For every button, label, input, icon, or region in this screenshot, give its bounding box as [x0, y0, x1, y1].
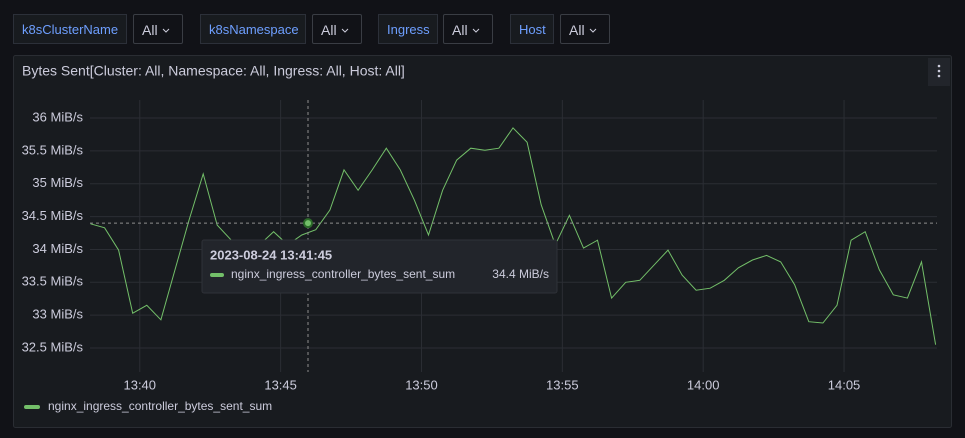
- x-tick-label: 14:00: [687, 377, 720, 392]
- variable-dropdown[interactable]: All: [312, 14, 362, 44]
- menu-dot: [937, 74, 941, 78]
- variable-value: All: [569, 22, 585, 38]
- y-tick-label: 32.5 MiB/s: [22, 339, 84, 354]
- x-tick-label: 13:55: [546, 377, 579, 392]
- variable-value: All: [452, 22, 468, 38]
- variable-label: k8sNamespace: [200, 14, 306, 44]
- y-tick-label: 36 MiB/s: [32, 109, 83, 124]
- menu-dot: [937, 64, 941, 68]
- variable-dropdown[interactable]: All: [443, 14, 493, 44]
- chevron: [589, 28, 596, 34]
- hover-point: [303, 218, 313, 229]
- x-tick-label: 13:45: [264, 377, 297, 392]
- y-tick-label: 33 MiB/s: [32, 307, 83, 322]
- panel-title: Bytes Sent[Cluster: All, Namespace: All,…: [22, 63, 405, 79]
- variable-dropdown[interactable]: All: [560, 14, 610, 44]
- variable-label: Host: [510, 14, 554, 44]
- chevron: [472, 28, 479, 34]
- tooltip-box: [201, 239, 558, 294]
- y-tick-label: 35.5 MiB/s: [22, 142, 84, 157]
- chevron: [162, 28, 169, 34]
- variable-value: All: [142, 22, 158, 38]
- y-tick-label: 34 MiB/s: [32, 241, 83, 256]
- menu-dot: [937, 69, 941, 73]
- x-tick-label: 14:05: [828, 377, 861, 392]
- variable-dropdown[interactable]: All: [133, 14, 183, 44]
- y-tick-label: 35 MiB/s: [32, 175, 83, 190]
- y-tick-label: 34.5 MiB/s: [22, 208, 84, 223]
- x-tick-label: 13:50: [405, 377, 438, 392]
- variable-label: Ingress: [378, 14, 438, 44]
- chevron: [341, 28, 348, 34]
- legend-label: nginx_ingress_controller_bytes_sent_sum: [48, 399, 272, 413]
- x-tick-label: 13:40: [123, 377, 156, 392]
- variable-value: All: [321, 22, 337, 38]
- variable-label: k8sClusterName: [13, 14, 127, 44]
- tooltip-series: nginx_ingress_controller_bytes_sent_sum: [231, 267, 455, 281]
- tooltip-value: 34.4 MiB/s: [492, 267, 549, 281]
- y-tick-label: 33.5 MiB/s: [22, 274, 84, 289]
- tooltip-time: 2023-08-24 13:41:45: [210, 247, 332, 262]
